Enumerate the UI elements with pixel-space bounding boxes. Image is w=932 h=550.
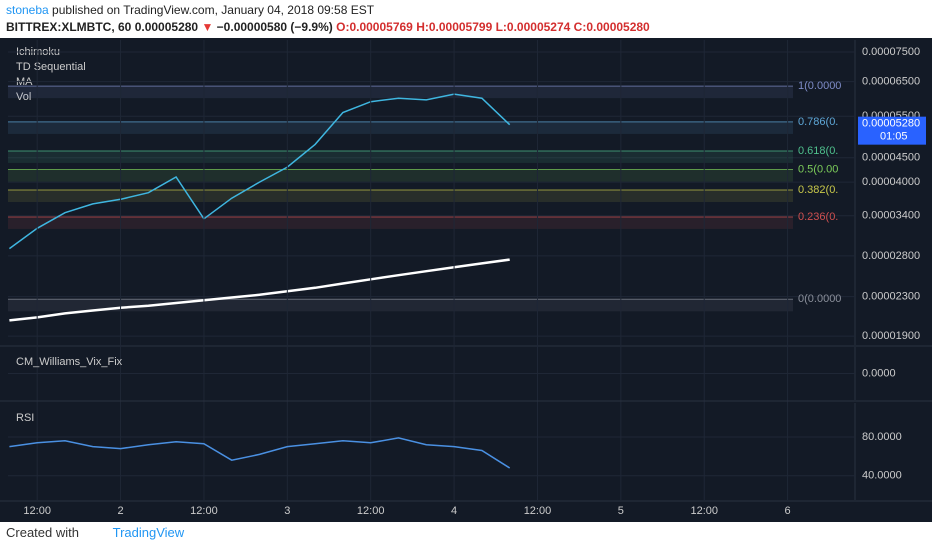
y-tick-label: 0.00007500 (862, 46, 920, 58)
author[interactable]: stoneba (6, 3, 49, 17)
fib-label: 0(0.0000 (798, 293, 841, 305)
x-axis-band (0, 500, 932, 522)
open: O:0.00005769 (336, 20, 413, 34)
x-tick-label: 3 (284, 505, 290, 517)
symbol: BITTREX:XLMBTC, 60 (6, 20, 132, 34)
x-tick-label: 6 (785, 505, 791, 517)
fib-zone (8, 299, 793, 312)
pane-title: RSI (16, 412, 34, 424)
arrow: ▼ (201, 20, 214, 34)
y-tick-label: 0.0000 (862, 367, 896, 379)
fib-label: 0.382(0. (798, 184, 838, 196)
x-tick-label: 4 (451, 505, 457, 517)
change: −0.00000580 (−9.9%) (216, 20, 333, 34)
low: L:0.00005274 (495, 20, 571, 34)
footer: Created with TradingView (6, 525, 184, 540)
y-tick-label: 0.00004500 (862, 152, 920, 164)
published: published on TradingView.com, January 04… (52, 3, 375, 17)
x-tick-label: 12:00 (690, 505, 718, 517)
x-tick-label: 12:00 (190, 505, 218, 517)
y-tick-label: 0.00006500 (862, 76, 920, 88)
brand[interactable]: TradingView (112, 525, 185, 540)
y-tick-label: 80.0000 (862, 431, 902, 443)
high: H:0.00005799 (416, 20, 493, 34)
x-tick-label: 5 (618, 505, 624, 517)
fib-zone (8, 86, 793, 99)
fib-label: 0.5(0.00 (798, 163, 838, 175)
background (0, 38, 932, 522)
fib-zone (8, 190, 793, 203)
x-tick-label: 12:00 (23, 505, 51, 517)
y-tick-label: 0.00002800 (862, 250, 920, 262)
x-tick-label: 2 (118, 505, 124, 517)
pane-title: CM_Williams_Vix_Fix (16, 356, 123, 368)
fib-zone (8, 121, 793, 134)
fib-zone (8, 216, 793, 229)
fib-zone (8, 150, 793, 163)
fib-label: 0.618(0. (798, 145, 838, 157)
countdown: 01:05 (880, 131, 908, 143)
close: C:0.00005280 (573, 20, 650, 34)
fib-label: 0.236(0. (798, 211, 838, 223)
y-tick-label: 0.00004000 (862, 176, 920, 188)
y-tick-label: 0.00001900 (862, 330, 920, 342)
created: Created with (6, 525, 79, 540)
quote-line: BITTREX:XLMBTC, 60 0.00005280 ▼ −0.00000… (6, 19, 650, 36)
fib-label: 1(0.0000 (798, 80, 841, 92)
series-line (9, 437, 511, 469)
y-tick-label: 0.00003400 (862, 210, 920, 222)
series-line (9, 258, 510, 322)
header: stoneba published on TradingView.com, Ja… (6, 2, 650, 36)
fib-zone (8, 169, 793, 182)
price-tag (858, 116, 926, 145)
publish-line: stoneba published on TradingView.com, Ja… (6, 2, 650, 19)
fib-label: 0.786(0. (798, 116, 838, 128)
x-tick-label: 12:00 (524, 505, 552, 517)
y-tick-label: 40.0000 (862, 470, 902, 482)
y-tick-label: 0.00002300 (862, 290, 920, 302)
last: 0.00005280 (134, 20, 199, 34)
indicator-label: TD Sequential (16, 61, 86, 73)
indicator-label: Vol (16, 91, 31, 103)
series-line (8, 93, 511, 250)
x-tick-label: 12:00 (357, 505, 385, 517)
price-tag-label: 0.00005280 (862, 118, 920, 130)
